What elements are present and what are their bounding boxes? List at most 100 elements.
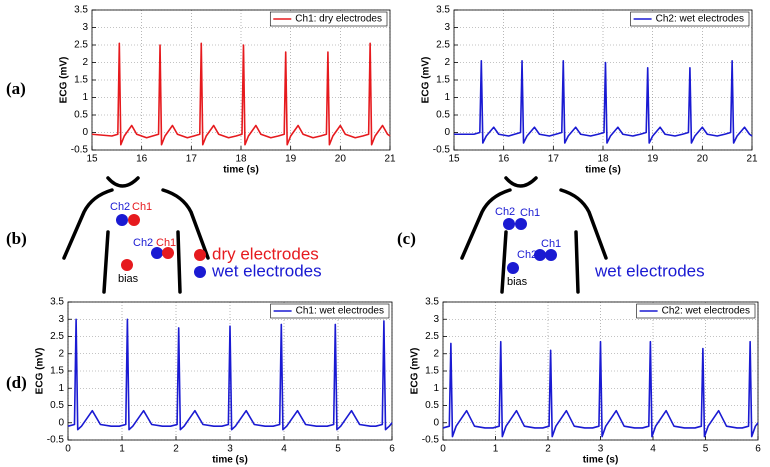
x-axis-label: time (s)	[212, 455, 248, 466]
x-tick-label: 19	[647, 154, 659, 165]
series-line	[454, 59, 753, 144]
x-tick-label: 3	[598, 444, 604, 455]
series-line	[91, 42, 391, 146]
x-tick-label: 16	[498, 154, 510, 165]
x-tick-label: 1	[119, 444, 125, 455]
x-axis-label: time (s)	[223, 165, 259, 176]
x-tick-label: 1	[493, 444, 499, 455]
chart: -0.5 0 0.5 1 1.5 2 2.5 3 3.5 15 16 17 18 19 20 21 time (…	[59, 5, 396, 176]
x-tick-label: 15	[448, 154, 460, 165]
x-tick-label: 19	[285, 154, 297, 165]
x-tick-label: 0	[440, 444, 446, 455]
y-tick-label: 2.5	[436, 40, 450, 51]
legend-dot	[194, 266, 206, 278]
y-tick-label: 3.5	[436, 5, 450, 16]
electrode	[515, 218, 527, 230]
legend: Ch1: wet electrodes	[270, 303, 390, 319]
y-tick-label: 0.5	[436, 110, 450, 121]
y-tick-label: 0	[444, 127, 450, 138]
y-tick-label: 2.5	[74, 40, 88, 51]
y-tick-label: 2.5	[425, 331, 439, 342]
legend-box	[269, 11, 388, 27]
torso-outline	[574, 230, 580, 294]
x-axis-label: time (s)	[585, 165, 621, 176]
x-tick-label: 17	[548, 154, 560, 165]
x-tick-label: 5	[703, 444, 709, 455]
electrode-label: Ch1	[520, 207, 540, 219]
electrode	[121, 259, 133, 271]
y-axis-label: ECG (mV)	[59, 57, 70, 104]
electrode-label: Ch2	[517, 249, 537, 261]
electrode-label: bias	[507, 276, 528, 288]
electrode	[534, 249, 546, 261]
y-axis-label: ECG (mV)	[421, 57, 432, 104]
torso-outline	[106, 176, 140, 188]
x-tick-label: 18	[235, 154, 247, 165]
electrode-label: Ch1	[541, 238, 561, 250]
torso-outline	[559, 188, 608, 260]
series-line	[442, 340, 759, 438]
x-tick-label: 6	[755, 444, 761, 455]
legend-label: Ch2: wet electrodes	[656, 14, 744, 25]
y-tick-label: 2	[82, 57, 88, 68]
panel-label: (b)	[6, 229, 27, 248]
electrode-label: Ch2	[133, 237, 153, 249]
electrode-label: Ch1	[132, 201, 152, 213]
x-tick-label: 21	[384, 154, 396, 165]
electrode	[503, 218, 515, 230]
electrode	[162, 247, 174, 259]
electrode	[116, 214, 128, 226]
torso-outline	[460, 188, 512, 260]
x-tick-label: 17	[186, 154, 198, 165]
electrode-label: Ch2	[495, 206, 515, 218]
x-tick-label: 3	[227, 444, 233, 455]
y-tick-label: 0.5	[74, 110, 88, 121]
legend: Ch2: wet electrodes	[630, 11, 750, 27]
torso-outline	[176, 230, 182, 294]
x-tick-label: 2	[173, 444, 179, 455]
y-tick-label: 3	[58, 314, 64, 325]
y-tick-label: 3.5	[425, 297, 439, 308]
torso-outline	[62, 188, 114, 260]
y-tick-label: 2	[433, 348, 439, 359]
x-tick-label: 21	[746, 154, 758, 165]
series-line	[67, 318, 393, 431]
plot-frame	[67, 301, 393, 441]
plot-frame	[442, 301, 759, 441]
y-tick-label: 3.5	[50, 297, 64, 308]
y-tick-label: 1.5	[74, 75, 88, 86]
legend-label: Ch1: wet electrodes	[296, 306, 384, 317]
y-tick-label: -0.5	[71, 145, 89, 156]
diagram-b: Ch2 Ch1 Ch2 Ch1 bias dry electrodes wet …	[62, 176, 322, 294]
legend-text: dry electrodes	[212, 244, 319, 263]
y-tick-label: 0	[82, 127, 88, 138]
diagram-c: Ch2 Ch1 Ch2 Ch1 bias wet electrodes	[460, 176, 705, 294]
y-tick-label: 3	[82, 22, 88, 33]
legend-box	[630, 11, 750, 27]
plot-frame	[91, 9, 391, 151]
plot-frame	[453, 9, 753, 151]
y-tick-label: 3.5	[74, 5, 88, 16]
legend: Ch1: dry electrodes	[269, 11, 388, 27]
x-tick-label: 4	[281, 444, 287, 455]
x-axis-label: time (s)	[583, 455, 619, 466]
legend-box	[270, 303, 390, 319]
legend-dot	[194, 249, 206, 261]
y-tick-label: 2	[444, 57, 450, 68]
y-tick-label: 2.5	[50, 331, 64, 342]
y-axis-label: ECG (mV)	[410, 348, 421, 395]
torso-outline	[161, 188, 210, 260]
legend-box	[636, 303, 756, 319]
electrode	[151, 247, 163, 259]
y-tick-label: 0	[58, 417, 64, 428]
y-axis-label: ECG (mV)	[35, 348, 46, 395]
y-tick-label: -0.5	[47, 435, 65, 446]
legend: Ch2: wet electrodes	[636, 303, 756, 319]
y-tick-label: 0	[433, 417, 439, 428]
x-tick-label: 15	[86, 154, 98, 165]
legend-label: Ch1: dry electrodes	[295, 14, 382, 25]
y-tick-label: 1	[58, 383, 64, 394]
